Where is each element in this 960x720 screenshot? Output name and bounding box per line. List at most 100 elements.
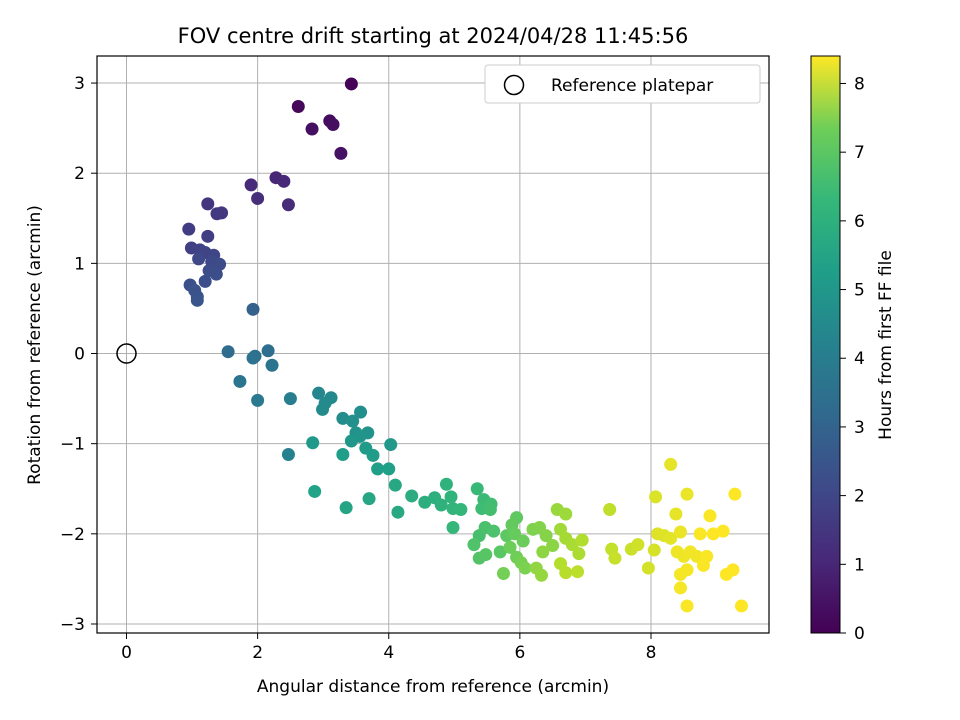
data-point (664, 457, 678, 471)
data-point (479, 548, 493, 562)
x-tick-label: 2 (252, 643, 263, 663)
data-point (388, 478, 402, 492)
data-point (518, 561, 532, 575)
data-point (535, 568, 549, 582)
data-point (575, 533, 589, 547)
data-point (565, 538, 579, 552)
plot-frame (96, 55, 770, 634)
x-tick-label: 8 (646, 643, 657, 663)
colorbar-ticks: 0 1 2 3 4 5 6 7 8 (840, 74, 865, 644)
data-point (728, 487, 742, 501)
data-point (344, 434, 358, 448)
data-point (516, 534, 530, 548)
data-point (344, 77, 358, 91)
data-point (306, 436, 320, 450)
data-point (454, 502, 468, 516)
data-point (405, 489, 419, 503)
data-point (291, 99, 305, 113)
colorbar-tick-label: 2 (854, 487, 865, 507)
data-point (283, 392, 297, 406)
data-point (680, 599, 694, 613)
data-point (673, 525, 687, 539)
y-tick-label: −3 (60, 615, 85, 635)
y-tick-label: −2 (60, 525, 85, 545)
x-tick-label: 6 (514, 643, 525, 663)
data-point (734, 599, 748, 613)
data-point (213, 257, 227, 271)
data-point (496, 566, 510, 580)
data-point (246, 351, 260, 365)
data-point (246, 302, 260, 316)
y-tick-label: 2 (74, 164, 85, 184)
data-point (546, 539, 560, 553)
data-point (439, 477, 453, 491)
data-point (312, 386, 326, 400)
data-point (190, 293, 204, 307)
data-point (198, 274, 212, 288)
data-point (608, 551, 622, 565)
data-point (221, 345, 235, 359)
data-point (251, 393, 265, 407)
colorbar-tick-label: 6 (854, 212, 865, 232)
data-point (647, 543, 661, 557)
x-axis-label: Angular distance from reference (arcmin) (257, 677, 609, 697)
data-point (210, 207, 224, 221)
legend-marker-icon (503, 74, 525, 96)
data-point (483, 502, 497, 516)
colorbar-label: Hours from first FF file (876, 250, 896, 440)
colorbar-tick-label: 5 (854, 281, 865, 301)
colorbar-tick-label: 0 (854, 624, 865, 644)
data-point (716, 524, 730, 538)
data-point (503, 540, 517, 554)
data-point (201, 197, 215, 211)
data-point (201, 229, 215, 243)
data-point (308, 484, 322, 498)
data-point (444, 490, 458, 504)
data-point (487, 524, 501, 538)
data-point (631, 538, 645, 552)
data-point (334, 146, 348, 160)
data-point (673, 581, 687, 595)
data-point (233, 374, 247, 388)
data-point (559, 507, 573, 521)
data-point (539, 529, 553, 543)
x-axis-ticks: 0 2 4 6 8 (121, 633, 656, 663)
data-point (261, 344, 275, 358)
data-point (559, 566, 573, 580)
data-point (669, 507, 683, 521)
legend-entry-label: Reference platepar (551, 76, 713, 96)
y-axis-ticks: 3 2 1 0 −1 −2 −3 (60, 74, 97, 635)
chart-title: FOV centre drift starting at 2024/04/28 … (178, 24, 689, 48)
data-point (339, 501, 353, 515)
data-point (693, 527, 707, 541)
x-tick-label: 4 (383, 643, 394, 663)
data-point (209, 267, 223, 281)
colorbar-tick-label: 8 (854, 74, 865, 94)
data-point (641, 561, 655, 575)
data-point (316, 402, 330, 416)
data-point (336, 447, 350, 461)
data-point (664, 531, 678, 545)
y-tick-label: 0 (74, 345, 85, 365)
data-point (265, 358, 279, 372)
data-point (726, 563, 740, 577)
colorbar (810, 55, 841, 634)
y-tick-label: −1 (60, 435, 85, 455)
data-point (192, 252, 206, 266)
data-point (680, 487, 694, 501)
data-point (251, 191, 265, 205)
legend-box (484, 64, 761, 104)
data-point (366, 448, 380, 462)
data-point (346, 414, 360, 428)
data-point (603, 502, 617, 516)
data-point (418, 495, 432, 509)
data-point (690, 549, 704, 563)
data-point (277, 174, 291, 188)
data-point (700, 549, 714, 563)
data-point (649, 490, 663, 504)
data-point (571, 565, 585, 579)
data-point (326, 118, 340, 132)
colorbar-tick-label: 4 (854, 349, 865, 369)
